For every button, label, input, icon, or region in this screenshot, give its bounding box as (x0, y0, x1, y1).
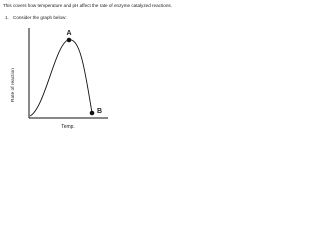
point-b (89, 110, 95, 116)
rate-curve (29, 39, 93, 117)
question-number: 1. (5, 15, 9, 20)
point-label: B (97, 108, 102, 115)
point-label: A (66, 30, 71, 37)
y-axis-label: Rate of reaction (10, 68, 16, 102)
worksheet: This covers how temperature and pH affec… (3, 3, 172, 130)
question-text: Consider the graph below: (13, 15, 67, 20)
point-a (66, 37, 72, 43)
x-axis-label: Temp. (61, 124, 75, 130)
intro-text: This covers how temperature and pH affec… (3, 3, 172, 8)
